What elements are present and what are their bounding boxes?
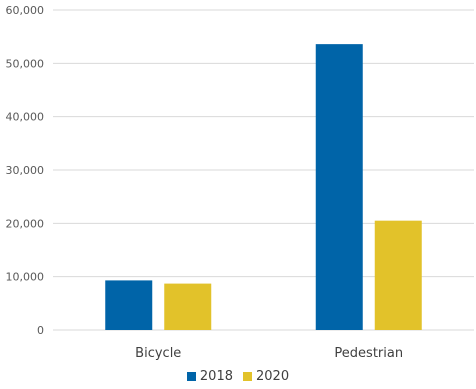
bar-chart: 0 10,000 20,000 30,000 40,000 50,000 60,000 Bic… (6, 4, 474, 361)
y-tick-label: 60,000 (6, 4, 45, 17)
legend-swatch-2020 (243, 372, 252, 381)
legend: 2018 2020 (0, 369, 476, 384)
legend-swatch-2018 (186, 372, 196, 381)
legend-label-2020: 2020 (256, 369, 290, 384)
x-category-label: Pedestrian (334, 346, 403, 361)
y-tick-label: 10,000 (6, 271, 45, 284)
y-tick-label: 30,000 (6, 164, 45, 177)
x-category-label: Bicycle (135, 346, 181, 361)
bar-2018-bicycle (105, 280, 153, 330)
y-tick-label: 40,000 (6, 111, 45, 124)
legend-item-2018: 2018 (186, 369, 233, 384)
bar-2020-bicycle (164, 283, 212, 330)
legend-label-2018: 2018 (199, 369, 233, 384)
legend-item-2020: 2020 (243, 369, 289, 384)
y-tick-label: 50,000 (6, 57, 45, 70)
bar-2020-pedestrian (374, 220, 422, 330)
bar-2018-pedestrian (315, 44, 363, 331)
y-tick-label: 0 (37, 324, 44, 337)
y-tick-label: 20,000 (6, 217, 45, 230)
